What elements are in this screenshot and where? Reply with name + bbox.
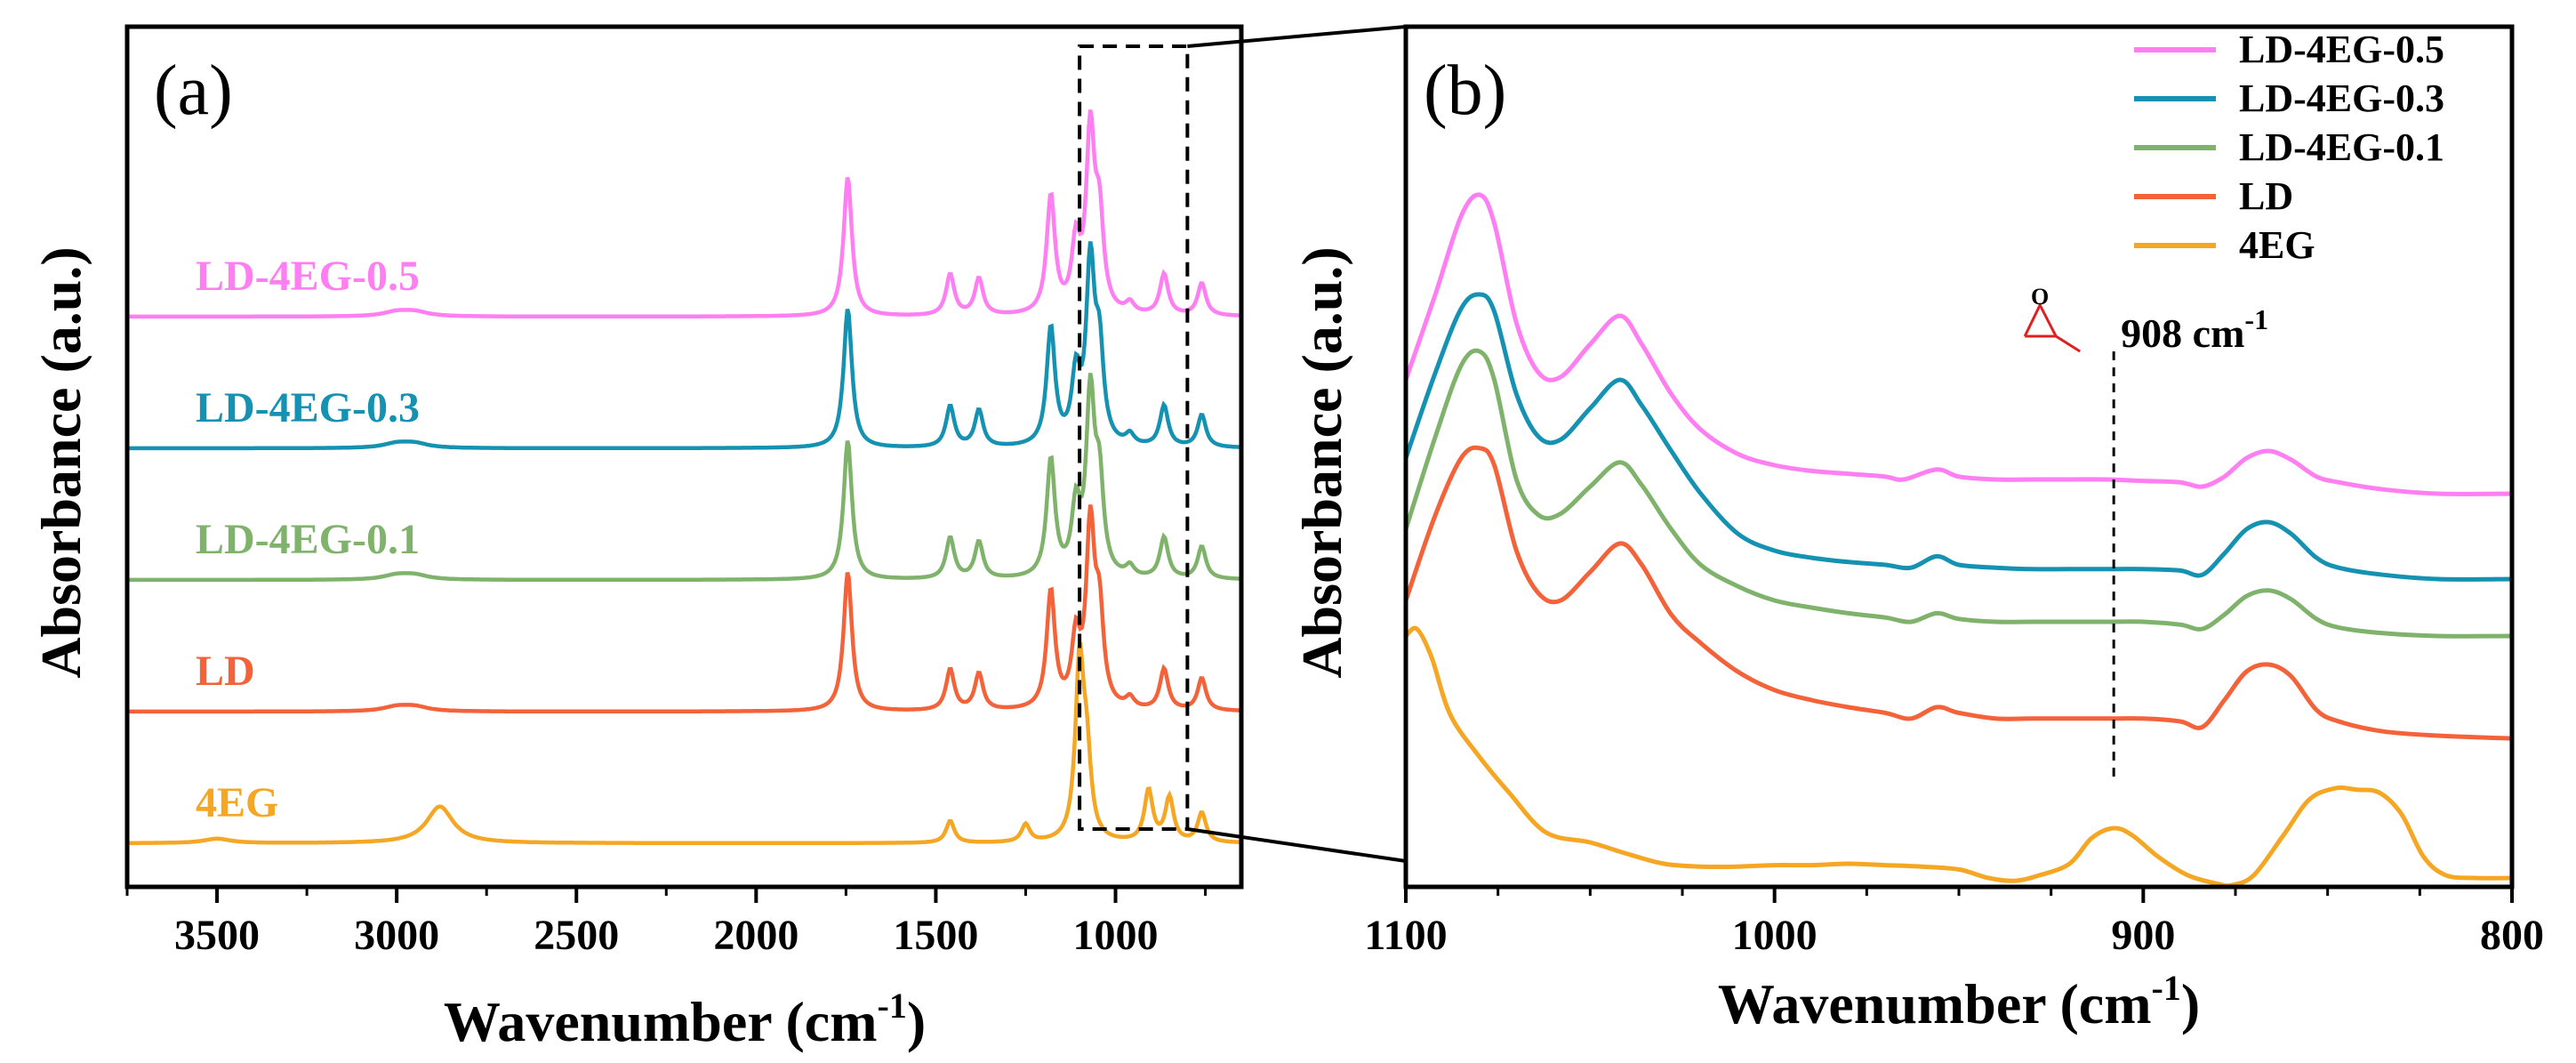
panel-a-tick-label-1000: 1000 <box>1073 912 1159 959</box>
panel-a-xlabel-close: ) <box>907 990 926 1053</box>
panel-b-series-line-LD-4EG-0.5 <box>1403 192 2513 496</box>
panel-a-x-ticks: 3500 3000 2500 2000 1500 1000 <box>125 887 1208 959</box>
panel-a-series-label-LD: LD <box>196 648 255 695</box>
epoxide-ring-icon: O <box>2023 284 2081 353</box>
panel-b-x-ticks: 1100 1000 900 800 <box>1364 887 2544 959</box>
panel-a-series-line-LD-4EG-0.5 <box>127 109 1241 319</box>
panel-a-y-axis-title: Absorbance (a.u.) <box>29 246 92 678</box>
epoxide-ring-shape <box>2023 302 2058 338</box>
panel-a-tick-label-3000: 3000 <box>354 912 439 959</box>
panel-b-series-line-LD-4EG-0.3 <box>1403 292 2513 582</box>
panel-a-xlabel-text: Wavenumber (cm <box>444 990 878 1053</box>
annotation-908-sup: -1 <box>2244 303 2268 335</box>
panel-b-series-line-LD <box>1403 445 2513 741</box>
annotation-908-label: 908 cm-1 <box>2121 303 2268 356</box>
panel-a-series-label-LD-4EG-0.3: LD-4EG-0.3 <box>196 384 420 431</box>
panel-b-series-line-4EG <box>1404 625 2513 889</box>
panel-a-series-line-LD-4EG-0.3 <box>127 241 1241 451</box>
panel-b-legend: LD-4EG-0.5 LD-4EG-0.3 LD-4EG-0.1 LD 4EG <box>2134 28 2444 267</box>
panel-b-series-line-LD-4EG-0.1 <box>1403 348 2513 639</box>
panel-b-tick-label-1000: 1000 <box>1732 912 1818 959</box>
panel-a-series-line-4EG <box>127 641 1241 846</box>
panel-a-x-axis-title: Wavenumber (cm-1) <box>444 986 926 1053</box>
panel-b-tick-label-900: 900 <box>2111 912 2175 959</box>
zoom-connector-top <box>1187 25 1407 48</box>
legend-label-LD-4EG-0.5: LD-4EG-0.5 <box>2239 28 2444 71</box>
panel-a-plot-frame <box>124 24 1244 890</box>
panel-b-tick-label-1100: 1100 <box>1364 912 1447 959</box>
zoom-connector-bottom <box>1187 827 1407 863</box>
panel-b-xlabel-sup: -1 <box>2152 968 2181 1008</box>
panel-a-label: (a) <box>154 52 233 130</box>
panel-a-tick-label-1500: 1500 <box>893 912 978 959</box>
panel-a-tick-label-2000: 2000 <box>713 912 798 959</box>
panel-a-xlabel-sup: -1 <box>878 986 907 1026</box>
panel-b-xlabel-text: Wavenumber (cm <box>1718 972 2152 1035</box>
legend-label-4EG: 4EG <box>2239 223 2315 267</box>
epoxide-oxygen-label: O <box>2031 284 2049 310</box>
panel-b-xlabel-close: ) <box>2181 972 2200 1035</box>
annotation-908-text: 908 cm <box>2121 310 2244 356</box>
panel-a-series-label-LD-4EG-0.1: LD-4EG-0.1 <box>196 516 420 563</box>
panel-b-y-axis-title: Absorbance (a.u.) <box>1290 246 1353 678</box>
zoom-region-box <box>1078 44 1190 831</box>
legend-label-LD: LD <box>2239 174 2293 218</box>
panel-a-series-line-LD-4EG-0.1 <box>127 373 1241 583</box>
panel-a: 3500 3000 2500 2000 1500 1000 (a) LD-4EG-0.5L… <box>29 24 1244 1053</box>
panel-a-series-labels: LD-4EG-0.5 LD-4EG-0.3 LD-4EG-0.1 LD 4EG <box>196 253 420 826</box>
panel-a-tick-label-2500: 2500 <box>534 912 619 959</box>
panel-a-tick-label-3500: 3500 <box>174 912 260 959</box>
panel-b-series <box>1403 192 2513 889</box>
legend-label-LD-4EG-0.3: LD-4EG-0.3 <box>2239 77 2444 120</box>
panel-a-series-line-LD <box>127 504 1241 714</box>
legend-label-LD-4EG-0.1: LD-4EG-0.1 <box>2239 125 2444 169</box>
panel-b-x-axis-title: Wavenumber (cm-1) <box>1718 968 2200 1035</box>
panel-b-tick-label-800: 800 <box>2480 912 2544 959</box>
panel-b: O 908 cm-1 1100 1000 900 800 (b) LD-4EG-0.5… <box>1290 24 2544 1035</box>
panel-a-series-label-LD-4EG-0.5: LD-4EG-0.5 <box>196 253 420 300</box>
panel-a-series-label-4EG: 4EG <box>196 779 278 826</box>
panel-b-label: (b) <box>1424 52 1506 130</box>
panel-a-series <box>127 109 1241 846</box>
epoxide-bond <box>2055 334 2081 353</box>
